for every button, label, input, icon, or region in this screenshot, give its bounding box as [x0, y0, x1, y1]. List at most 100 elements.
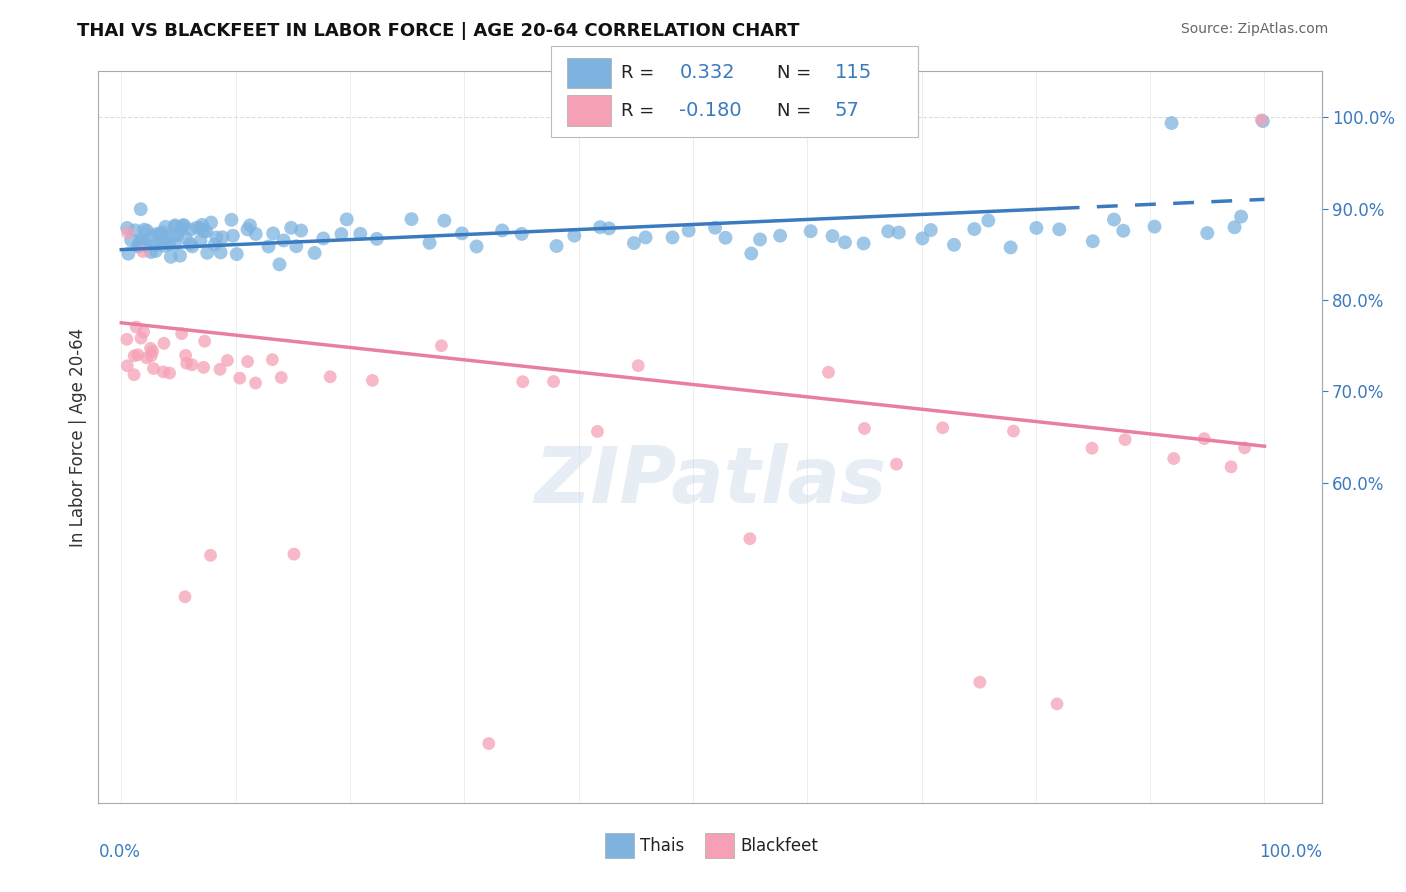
Text: 100.0%: 100.0% — [1258, 843, 1322, 861]
Point — [153, 235, 176, 249]
Point — [181, 358, 204, 372]
Point — [228, 371, 250, 385]
Point — [977, 213, 1000, 227]
Text: 0.332: 0.332 — [679, 63, 735, 82]
Point — [142, 361, 165, 376]
Point — [200, 215, 222, 229]
Point — [191, 218, 214, 232]
Point — [170, 326, 193, 341]
Point — [127, 239, 149, 253]
Point — [195, 245, 218, 260]
Text: Thais: Thais — [640, 837, 685, 855]
Point — [159, 366, 181, 380]
Point — [598, 221, 620, 235]
Point — [273, 234, 295, 248]
Point — [160, 250, 183, 264]
Point — [1000, 240, 1022, 254]
Point — [200, 549, 222, 563]
Point — [131, 233, 153, 247]
Point — [141, 349, 163, 363]
Point — [190, 234, 212, 248]
Point — [817, 365, 839, 379]
Point — [821, 229, 844, 244]
Point — [349, 227, 371, 241]
Point — [304, 246, 326, 260]
FancyBboxPatch shape — [551, 45, 918, 137]
Point — [145, 238, 167, 252]
Text: N =: N = — [778, 64, 817, 82]
FancyBboxPatch shape — [567, 95, 612, 126]
Point — [270, 370, 292, 384]
Point — [150, 225, 173, 239]
Point — [627, 359, 650, 373]
Point — [704, 220, 727, 235]
Text: Blackfeet: Blackfeet — [741, 837, 818, 855]
Point — [135, 238, 157, 252]
Point — [135, 223, 157, 237]
Point — [834, 235, 856, 250]
Point — [173, 219, 195, 233]
Point — [769, 228, 792, 243]
Point — [135, 351, 157, 365]
Point — [149, 227, 172, 242]
Point — [1002, 424, 1025, 438]
Point — [1081, 441, 1104, 455]
Point — [634, 230, 657, 244]
Point — [124, 223, 146, 237]
Point — [128, 235, 150, 250]
Point — [330, 227, 353, 241]
FancyBboxPatch shape — [567, 58, 612, 88]
Point — [135, 235, 157, 250]
Point — [195, 224, 218, 238]
Point — [122, 368, 145, 382]
Point — [208, 362, 231, 376]
Y-axis label: In Labor Force | Age 20-64: In Labor Force | Age 20-64 — [69, 327, 87, 547]
Point — [117, 226, 139, 240]
Point — [132, 325, 155, 339]
Point — [173, 218, 195, 232]
Point — [1046, 697, 1069, 711]
Point — [852, 236, 875, 251]
Text: ZIPatlas: ZIPatlas — [534, 443, 886, 519]
Point — [149, 234, 172, 248]
Text: 57: 57 — [835, 102, 859, 120]
Point — [749, 232, 772, 246]
Point — [738, 532, 761, 546]
Point — [120, 233, 142, 247]
Text: N =: N = — [778, 102, 817, 120]
Text: -0.180: -0.180 — [679, 102, 742, 120]
Point — [193, 360, 215, 375]
Point — [129, 202, 152, 217]
Point — [586, 425, 609, 439]
Point — [245, 227, 267, 241]
Point — [361, 373, 384, 387]
Point — [139, 245, 162, 260]
Point — [401, 212, 423, 227]
Point — [319, 369, 342, 384]
Point — [430, 339, 453, 353]
Point — [1197, 226, 1219, 240]
Text: THAI VS BLACKFEET IN LABOR FORCE | AGE 20-64 CORRELATION CHART: THAI VS BLACKFEET IN LABOR FORCE | AGE 2… — [77, 22, 800, 40]
Point — [714, 231, 737, 245]
Point — [478, 737, 501, 751]
Point — [546, 239, 568, 253]
Point — [1143, 219, 1166, 234]
Point — [1114, 433, 1136, 447]
FancyBboxPatch shape — [605, 833, 634, 858]
Point — [589, 220, 612, 235]
Point — [221, 212, 243, 227]
Point — [162, 228, 184, 243]
Point — [174, 348, 197, 362]
Point — [194, 334, 217, 349]
Point — [336, 212, 359, 227]
Point — [205, 230, 228, 244]
Point — [153, 239, 176, 253]
Point — [153, 336, 176, 351]
Point — [943, 238, 966, 252]
Point — [931, 421, 953, 435]
Point — [451, 227, 474, 241]
Text: R =: R = — [620, 64, 659, 82]
Point — [1251, 114, 1274, 128]
Point — [209, 245, 232, 260]
Point — [139, 341, 162, 355]
